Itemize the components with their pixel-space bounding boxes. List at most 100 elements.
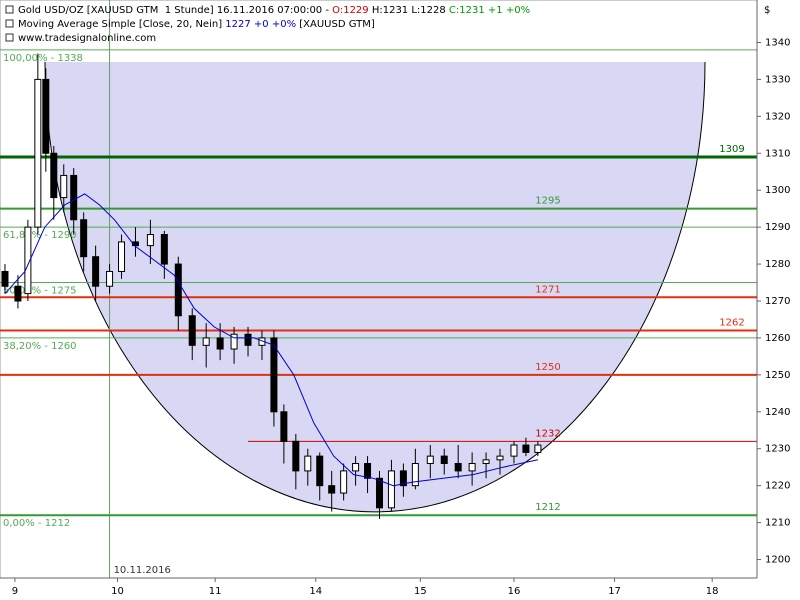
candle-body <box>340 470 348 494</box>
x-tick-label: 16 <box>508 586 521 597</box>
candle-body <box>411 463 419 487</box>
y-tick-label: 1230 <box>765 444 790 455</box>
candle-body <box>216 337 224 350</box>
candle-body <box>174 263 182 317</box>
header-segment: [XAUUSD GTM] <box>296 19 375 30</box>
candle-body <box>34 78 42 228</box>
candle-body <box>482 459 490 465</box>
header-icon <box>5 33 14 42</box>
candle-body <box>14 285 22 302</box>
y-tick-label: 1310 <box>765 148 790 159</box>
candle-body <box>118 241 126 272</box>
candle-body <box>304 455 312 472</box>
x-tick-label: 17 <box>608 586 621 597</box>
y-tick-label: 1290 <box>765 222 790 233</box>
y-tick-label: 1320 <box>765 111 790 122</box>
level-label: 1295 <box>535 196 560 207</box>
candle-body <box>316 455 324 487</box>
candle-body <box>270 337 278 413</box>
candle-body <box>92 256 100 287</box>
candle-body <box>534 444 542 453</box>
candle-body <box>80 219 88 258</box>
y-tick-label: 1210 <box>765 518 790 529</box>
y-tick-label: 1220 <box>765 481 790 492</box>
x-tick-label: 14 <box>309 586 322 597</box>
level-label: 1232 <box>535 428 560 439</box>
header: Gold USD/OZ [XAUUSD GTM 1 Stunde] 16.11.… <box>5 5 530 44</box>
arc-line <box>44 61 706 513</box>
date-marker-label: 10.11.2016 <box>114 565 171 576</box>
header-line: Gold USD/OZ [XAUUSD GTM 1 Stunde] 16.11.… <box>18 5 530 16</box>
level-label: 1271 <box>535 284 560 295</box>
y-tick-label: 1240 <box>765 407 790 418</box>
candle-body <box>399 470 407 487</box>
header-line: Moving Average Simple [Close, 20, Nein] … <box>18 19 375 30</box>
candle-body <box>440 455 448 465</box>
candle-body <box>510 444 518 457</box>
candle-body <box>468 463 476 472</box>
candle-body <box>496 455 504 461</box>
x-tick-label: 10 <box>111 586 124 597</box>
candle-body <box>375 477 383 509</box>
x-tick-label: 15 <box>414 586 427 597</box>
header-icon <box>5 19 14 28</box>
candle-body <box>50 152 58 199</box>
arc-area <box>45 62 705 512</box>
candle-body <box>202 337 210 346</box>
candle-body <box>454 463 462 472</box>
header-segment: 1227 +0 +0% <box>225 19 296 30</box>
candle-body <box>160 234 168 265</box>
y-tick-label: 1200 <box>765 555 790 566</box>
fib-label: 100,00% - 1338 <box>3 53 83 64</box>
candle-body <box>188 315 196 346</box>
candle-body <box>230 333 238 350</box>
marks <box>1 53 542 519</box>
candle-body <box>146 234 154 247</box>
x-tick-label: 11 <box>209 586 222 597</box>
candle-body <box>364 463 372 479</box>
header-segment: Moving Average Simple [Close, 20, Nein] <box>18 19 225 30</box>
fib-label: 61,80% - 1290 <box>3 230 77 241</box>
candle-body <box>106 270 114 287</box>
fib-label: 50,00% - 1275 <box>3 286 77 297</box>
y-tick-label: 1250 <box>765 370 790 381</box>
candle-body <box>328 485 336 494</box>
level-label: 1212 <box>535 502 560 513</box>
axes: 1200 1210 1220 1230 1240 1250 1260 1270 1280 1290… <box>12 37 791 597</box>
candle-body <box>42 78 50 154</box>
candle-body <box>244 333 252 346</box>
y-tick-label: 1270 <box>765 296 790 307</box>
candle-body <box>426 455 434 465</box>
y-tick-label: 1260 <box>765 333 790 344</box>
y-axis-panel <box>757 0 800 600</box>
x-tick-label: 9 <box>12 586 18 597</box>
candle-body <box>280 411 288 442</box>
level-label: 1262 <box>719 318 744 329</box>
header-segment: O:1229 <box>332 5 369 16</box>
candle-body <box>292 440 300 472</box>
candle-body <box>522 444 530 453</box>
level-label: 1250 <box>535 362 560 373</box>
level-label: 1309 <box>719 144 744 155</box>
candle-body <box>387 470 395 509</box>
candle-body <box>70 174 78 221</box>
candle-body <box>1 270 9 287</box>
candle-body <box>352 463 360 472</box>
moving-average <box>4 193 539 487</box>
candle-body <box>60 174 68 199</box>
y-tick-label: 1280 <box>765 259 790 270</box>
fib-label: 38,20% - 1260 <box>3 341 77 352</box>
header-segment: H:1231 L:1228 <box>369 5 449 16</box>
y-tick-label: 1330 <box>765 74 790 85</box>
header-segment: Gold USD/OZ [XAUUSD GTM 1 Stunde] 16.11.… <box>18 5 332 16</box>
header-icon <box>5 5 14 14</box>
y-tick-label: 1300 <box>765 185 790 196</box>
fib-label: 0,00% - 1212 <box>3 518 70 529</box>
y-tick-label: 1340 <box>765 37 790 48</box>
header-segment: C:1231 +1 +0% <box>449 5 530 16</box>
header-line: www.tradesignalonline.com <box>18 33 156 44</box>
candle-body <box>24 226 32 295</box>
levels: 100,00% - 1338 61,80% - 1290 50,00% - 1275… <box>0 49 757 529</box>
